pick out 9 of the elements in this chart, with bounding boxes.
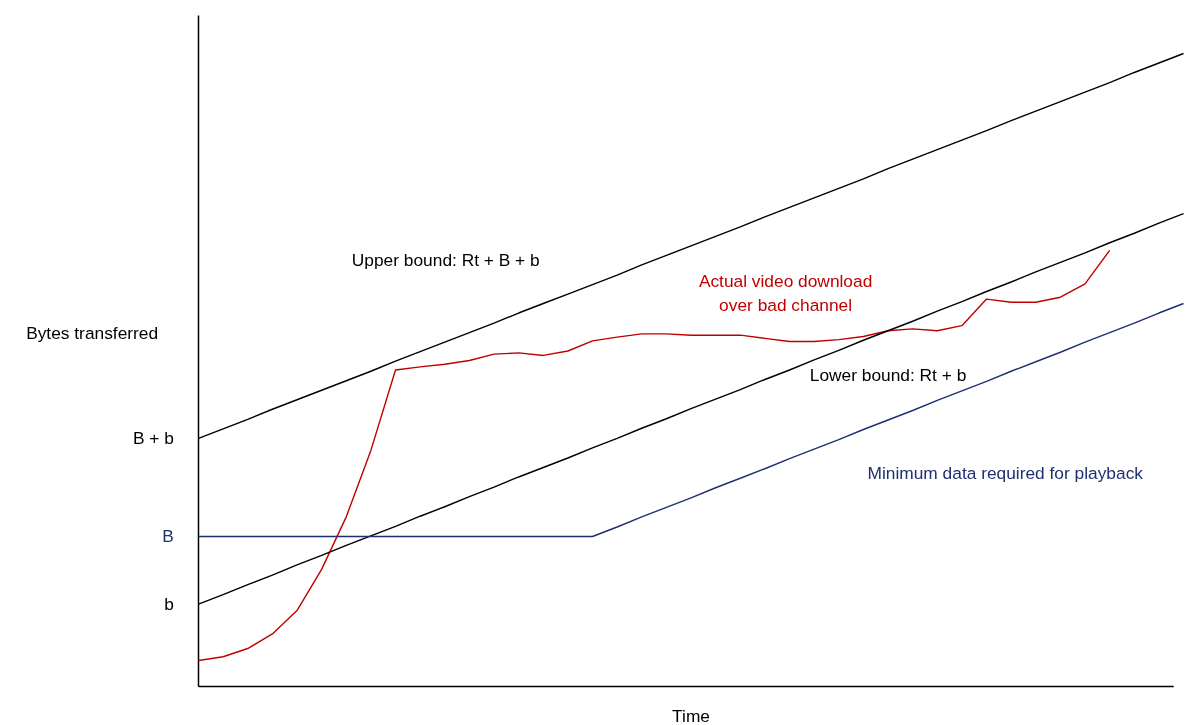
text: B + b <box>132 428 174 449</box>
text: B <box>162 526 174 547</box>
series-label: Upper bound: Rt + B + b <box>351 250 540 271</box>
x-axis-title: Time <box>672 705 710 725</box>
y-axis-title: Bytes transferred <box>26 323 159 344</box>
text: b <box>164 594 174 615</box>
series-label: Actual video download over bad channel <box>698 271 873 316</box>
series-label: Lower bound: Rt + b <box>809 365 967 386</box>
series-label: Minimum data required for playback <box>867 462 1144 483</box>
